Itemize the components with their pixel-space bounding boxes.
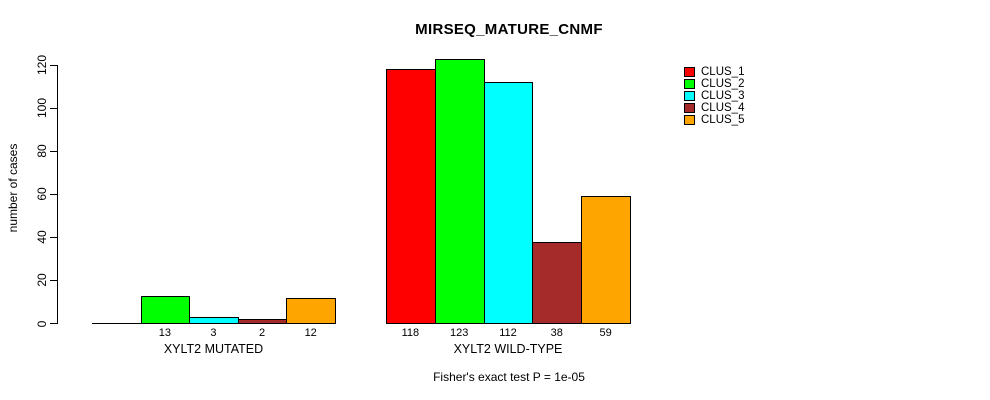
- y-tick-label: 60: [35, 187, 49, 201]
- bar-value-label: 118: [401, 327, 420, 339]
- bar-value-label: 38: [550, 327, 563, 339]
- legend-color-swatch: [684, 115, 695, 125]
- bar-value-label: 59: [599, 327, 612, 339]
- bar-value-label: 2: [259, 327, 266, 339]
- legend-label: CLUS_4: [701, 102, 745, 114]
- legend-item: CLUS_2: [684, 78, 744, 90]
- y-tick-label: 20: [35, 273, 49, 288]
- legend-item: CLUS_1: [684, 66, 744, 78]
- legend-item: CLUS_3: [684, 90, 744, 102]
- legend: CLUS_1 CLUS_2 CLUS_3 CLUS_4 CLUS_5: [684, 66, 744, 126]
- y-tick-label: 40: [35, 230, 49, 245]
- y-axis-line: [57, 65, 58, 324]
- y-tick-label: 80: [35, 144, 49, 158]
- legend-label: CLUS_2: [701, 78, 745, 90]
- y-tick-label: 120: [35, 54, 49, 76]
- legend-color-swatch: [684, 67, 695, 77]
- bar: [386, 69, 436, 324]
- x-category-label: XYLT2 MUTATED: [163, 342, 264, 356]
- bar-value-label: 3: [210, 327, 217, 339]
- bar-value-label: 12: [304, 327, 317, 339]
- bar-value-label: 112: [499, 327, 517, 339]
- y-axis-title: number of cases: [6, 143, 20, 233]
- legend-label: CLUS_3: [701, 90, 745, 102]
- y-axis-tick: [50, 193, 57, 195]
- bar-zero-height: [92, 322, 141, 324]
- bar: [140, 295, 191, 324]
- bar: [286, 297, 336, 324]
- annotation-fisher-test: Fisher's exact test P = 1e-05: [433, 370, 585, 384]
- bar: [581, 196, 631, 324]
- x-category-label: XYLT2 WILD-TYPE: [453, 342, 563, 356]
- legend-label: CLUS_1: [701, 66, 745, 78]
- y-axis-tick: [50, 323, 57, 324]
- bar-value-label: 123: [450, 327, 469, 339]
- y-axis-tick: [50, 150, 57, 152]
- chart-title: MIRSEQ_MATURE_CNMF: [415, 21, 603, 38]
- legend-color-swatch: [684, 79, 695, 89]
- legend-item: CLUS_5: [684, 114, 744, 126]
- bar: [237, 319, 288, 324]
- y-tick-label: 100: [35, 98, 49, 119]
- legend-label: CLUS_5: [701, 114, 745, 126]
- bar: [532, 241, 583, 324]
- legend-color-swatch: [684, 103, 695, 113]
- bar: [483, 82, 534, 324]
- legend-color-swatch: [684, 91, 695, 101]
- legend-item: CLUS_4: [684, 102, 744, 114]
- y-tick-label: 0: [35, 320, 49, 327]
- y-axis-tick: [50, 279, 57, 281]
- y-axis-tick: [50, 64, 57, 66]
- y-axis-tick: [50, 107, 57, 109]
- bar: [434, 58, 485, 324]
- bar-value-label: 13: [158, 327, 172, 339]
- y-axis-tick: [50, 236, 57, 238]
- bar: [189, 317, 239, 324]
